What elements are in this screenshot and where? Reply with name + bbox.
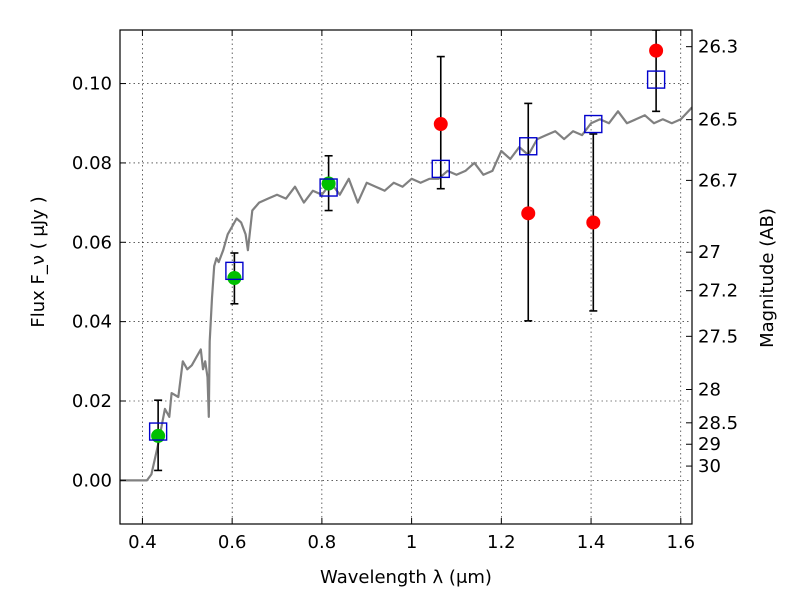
model-sed-layer	[120, 106, 692, 482]
model-band-flux-box	[431, 159, 450, 179]
y-tick-label: 0.10	[72, 74, 112, 95]
data-point	[321, 176, 336, 191]
x-tick-label: 1	[406, 532, 417, 553]
data-point	[649, 43, 664, 58]
data-point	[151, 428, 166, 443]
magnitude-tick-label: 27	[698, 242, 721, 263]
y-tick-label: 0.02	[72, 391, 112, 412]
x-tick-label: 1.6	[666, 532, 695, 553]
data-point	[521, 206, 536, 221]
grid-lines	[120, 30, 692, 524]
y-axis-label: Flux F_ν ( μJy )	[28, 196, 49, 327]
y-axis-ticks: 0.00 0.02 0.04 0.06 0.08 0.10	[72, 74, 126, 491]
magnitude-tick-label: 26.3	[698, 37, 738, 58]
data-point	[586, 215, 601, 230]
y-tick-label: 0.08	[72, 153, 112, 174]
x-tick-label: 0.8	[308, 532, 337, 553]
magnitude-tick-label: 26.7	[698, 170, 738, 191]
magnitude-tick-label: 28	[698, 379, 721, 400]
magnitude-tick-label: 29	[698, 434, 721, 455]
y-tick-label: 0.04	[72, 312, 112, 333]
errorbar-layer	[154, 30, 661, 472]
model-band-flux-box	[519, 137, 538, 156]
model-band-flux-box	[584, 114, 603, 134]
magnitude-tick-label: 27.2	[698, 281, 738, 302]
data-point	[433, 117, 448, 132]
magnitude-tick-label: 26.5	[698, 110, 738, 131]
x-tick-label: 0.4	[128, 532, 157, 553]
model-band-flux-box	[646, 70, 666, 89]
x-axis-ticks: 0.4 0.6 0.8 1 1.2 1.4 1.6	[128, 30, 695, 553]
model-band-flux-box	[225, 261, 244, 281]
model-sed-line	[120, 106, 692, 482]
magnitude-axis-label: Magnitude (AB)	[757, 208, 778, 348]
data-point	[227, 270, 242, 285]
x-axis-label: Wavelength λ (μm)	[320, 567, 492, 588]
x-tick-label: 1.2	[487, 532, 516, 553]
marker-layer	[148, 43, 666, 443]
model-band-flux-box	[319, 178, 338, 197]
y-tick-label: 0.06	[72, 232, 112, 253]
magnitude-tick-label: 28.5	[698, 413, 738, 434]
model-band-flux-box	[148, 422, 168, 441]
magnitude-tick-label: 27.5	[698, 326, 738, 347]
plot-frame	[119, 29, 693, 525]
x-tick-label: 1.4	[577, 532, 606, 553]
y-tick-label: 0.00	[72, 470, 112, 491]
magnitude-tick-label: 30	[698, 456, 721, 477]
x-tick-label: 0.6	[218, 532, 247, 553]
